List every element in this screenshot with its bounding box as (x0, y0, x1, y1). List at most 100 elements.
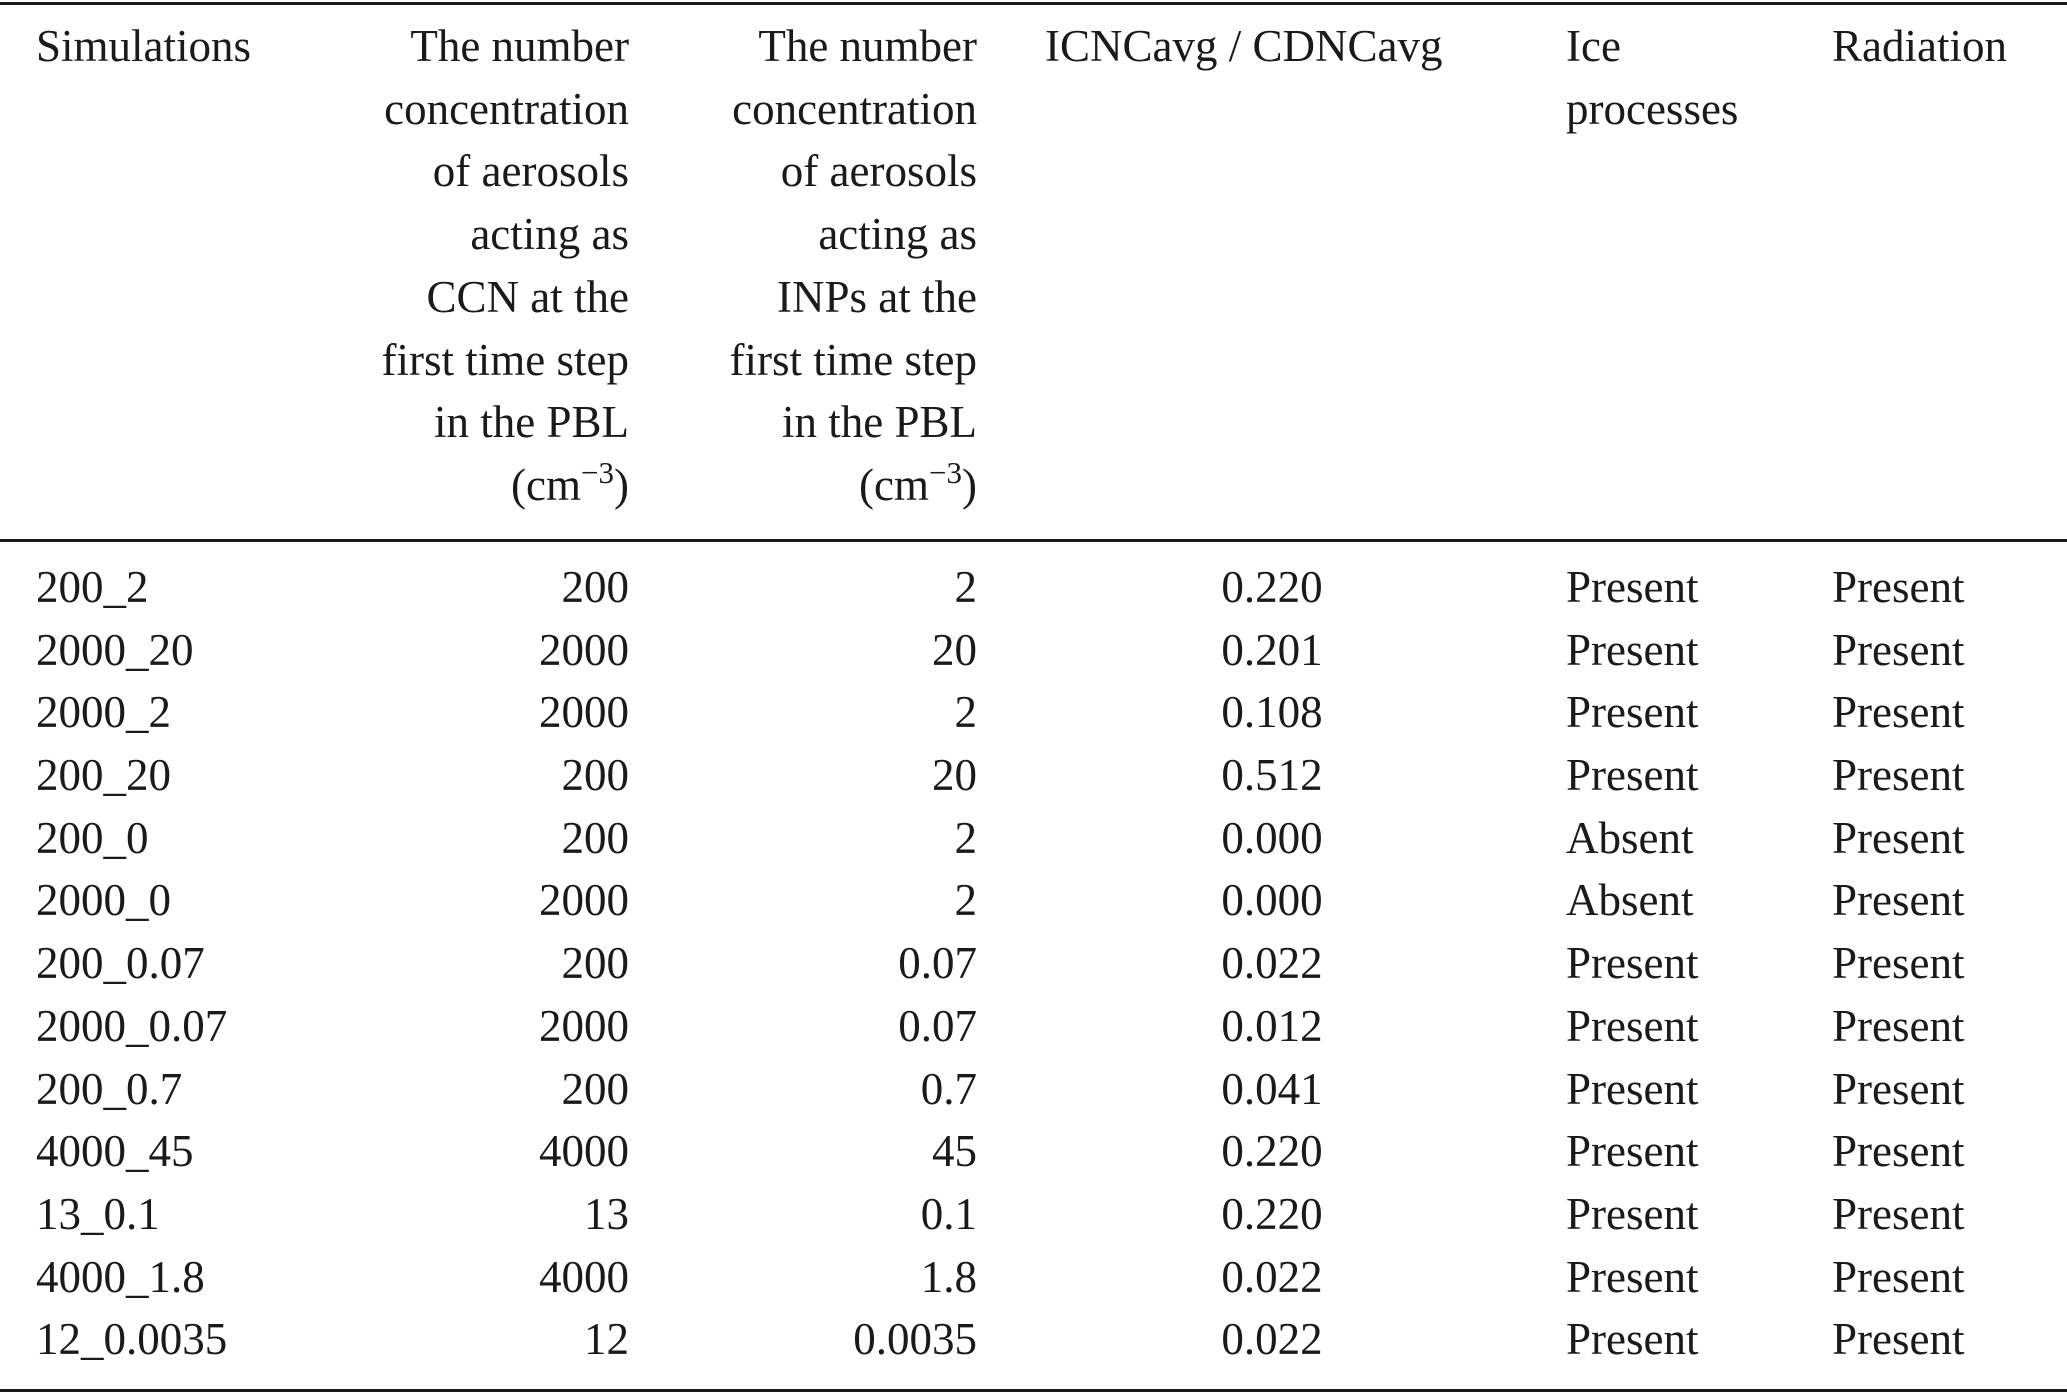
header-ccn-concentration: The number concentration of aerosols act… (300, 15, 629, 517)
column-ccn-concentration: 200 2000 2000 200 200 2000 200 2000 200 4000 13 400… (300, 556, 629, 1371)
table-cell-ccn-concentration: 200 (561, 938, 630, 989)
table-cell-simulations: 200_0.07 (36, 938, 205, 989)
unit-base: (cm (859, 459, 930, 510)
header-unit: (cm−3) (511, 457, 629, 510)
table-cell-icnc-cdnc-ratio: 0.201 (1221, 624, 1323, 675)
header-simulations: Simulations (36, 15, 366, 78)
table-cell-icnc-cdnc-ratio: 0.022 (1221, 1251, 1323, 1302)
table-cell-simulations: 200_2 (36, 562, 149, 612)
table-cell-simulations: 12_0.0035 (36, 1314, 228, 1365)
header-ice-processes: Ice processes (1566, 15, 1816, 140)
table-cell-icnc-cdnc-ratio: 0.108 (1221, 687, 1323, 738)
table-cell-ccn-concentration: 2000 (539, 1000, 629, 1051)
table-cell-radiation: Present (1832, 1000, 1965, 1051)
table-cell-simulations: 4000_1.8 (36, 1251, 205, 1302)
table-cell-inp-concentration: 0.7 (920, 1063, 977, 1114)
table-cell-inp-concentration: 2 (954, 562, 978, 612)
unit-close: ) (614, 459, 629, 510)
column-simulations: 200_2 2000_20 2000_2 200_20 200_0 2000_0 200_0… (36, 556, 366, 1371)
table-cell-radiation: Present (1832, 812, 1965, 863)
table-cell-radiation: Present (1832, 875, 1965, 926)
header-label: Simulations (36, 21, 252, 71)
unit-close: ) (962, 459, 977, 510)
table-cell-ice-processes: Present (1566, 562, 1699, 612)
unit-base: (cm (511, 459, 582, 510)
table-cell-ccn-concentration: 2000 (539, 624, 629, 675)
table-cell-ccn-concentration: 200 (561, 562, 630, 612)
table-cell-ice-processes: Absent (1566, 875, 1694, 926)
table-cell-ice-processes: Present (1566, 750, 1699, 801)
table-cell-inp-concentration: 2 (954, 875, 978, 926)
table-cell-simulations: 200_0 (36, 812, 149, 863)
table-cell-ccn-concentration: 4000 (539, 1251, 629, 1302)
table-cell-ice-processes: Present (1566, 687, 1699, 738)
unit-exponent: −3 (581, 454, 614, 490)
table-cell-icnc-cdnc-ratio: 0.022 (1221, 1314, 1323, 1365)
table-cell-inp-concentration: 45 (932, 1126, 977, 1177)
table-cell-radiation: Present (1832, 1188, 1965, 1239)
table-cell-radiation: Present (1832, 1063, 1965, 1114)
table-cell-icnc-cdnc-ratio: 0.512 (1221, 750, 1323, 801)
header-label: The number concentration of aerosols act… (729, 21, 977, 448)
table-cell-simulations: 2000_0 (36, 875, 171, 926)
table-cell-simulations: 200_0.7 (36, 1063, 183, 1114)
header-rule (0, 539, 2067, 542)
table-cell-inp-concentration: 0.1 (920, 1188, 977, 1239)
table-cell-radiation: Present (1832, 938, 1965, 989)
table-cell-icnc-cdnc-ratio: 0.220 (1221, 1126, 1323, 1177)
table-cell-ccn-concentration: 4000 (539, 1126, 629, 1177)
unit-exponent: −3 (929, 454, 962, 490)
table-cell-icnc-cdnc-ratio: 0.022 (1221, 938, 1323, 989)
table-cell-radiation: Present (1832, 750, 1965, 801)
table-cell-icnc-cdnc-ratio: 0.000 (1221, 875, 1323, 926)
table-cell-inp-concentration: 20 (932, 624, 977, 675)
table-cell-ccn-concentration: 13 (584, 1188, 629, 1239)
table-cell-radiation: Present (1832, 1126, 1965, 1177)
table-cell-inp-concentration: 2 (954, 687, 978, 738)
table-cell-simulations: 200_20 (36, 750, 171, 801)
header-icnc-cdnc-ratio: ICNCavg / CDNCavg (1045, 15, 1499, 78)
table-cell-radiation: Present (1832, 1314, 1965, 1365)
table-cell-ice-processes: Present (1566, 624, 1699, 675)
table-cell-ice-processes: Present (1566, 1251, 1699, 1302)
table-cell-inp-concentration: 1.8 (920, 1251, 977, 1302)
table-cell-icnc-cdnc-ratio: 0.012 (1221, 1000, 1323, 1051)
column-icnc-cdnc-ratio: 0.220 0.201 0.108 0.512 0.000 0.000 0.022 0.012… (1145, 556, 1399, 1371)
column-radiation: Present Present Present Present Present Prese… (1832, 556, 2067, 1371)
table-cell-icnc-cdnc-ratio: 0.220 (1221, 1188, 1323, 1239)
table-cell-ice-processes: Present (1566, 1063, 1699, 1114)
header-label: Radiation (1832, 21, 2007, 71)
header-label: Ice processes (1566, 21, 1739, 134)
header-radiation: Radiation (1832, 15, 2067, 78)
table-cell-simulations: 2000_2 (36, 687, 171, 738)
table-cell-simulations: 2000_20 (36, 624, 194, 675)
table-cell-ccn-concentration: 12 (584, 1314, 629, 1365)
top-rule (0, 2, 2067, 5)
header-label: ICNCavg / CDNCavg (1045, 21, 1443, 71)
table-cell-icnc-cdnc-ratio: 0.041 (1221, 1063, 1323, 1114)
column-ice-processes: Present Present Present Present Absent Absent… (1566, 556, 1816, 1371)
table-cell-inp-concentration: 0.07 (898, 938, 977, 989)
table-cell-simulations: 13_0.1 (36, 1188, 160, 1239)
table-cell-icnc-cdnc-ratio: 0.000 (1221, 812, 1323, 863)
table-cell-radiation: Present (1832, 1251, 1965, 1302)
table-cell-ice-processes: Present (1566, 938, 1699, 989)
table-cell-ice-processes: Present (1566, 1314, 1699, 1365)
table-cell-radiation: Present (1832, 687, 1965, 738)
table-cell-radiation: Present (1832, 624, 1965, 675)
header-label: The number concentration of aerosols act… (381, 21, 629, 448)
table-cell-icnc-cdnc-ratio: 0.220 (1221, 562, 1323, 612)
table-cell-ccn-concentration: 200 (561, 750, 630, 801)
table-cell-ice-processes: Absent (1566, 812, 1694, 863)
table-cell-ccn-concentration: 2000 (539, 687, 629, 738)
table-cell-ccn-concentration: 200 (561, 1063, 630, 1114)
header-inp-concentration: The number concentration of aerosols act… (650, 15, 977, 517)
table-cell-ccn-concentration: 2000 (539, 875, 629, 926)
table-cell-ccn-concentration: 200 (561, 812, 630, 863)
column-inp-concentration: 2 20 2 20 2 2 0.07 0.07 0.7 45 0.1 1.8 0.0035 (650, 556, 977, 1371)
table-cell-simulations: 4000_45 (36, 1126, 194, 1177)
table-cell-inp-concentration: 20 (932, 750, 977, 801)
table-cell-inp-concentration: 0.07 (898, 1000, 977, 1051)
table-cell-ice-processes: Present (1566, 1126, 1699, 1177)
header-unit: (cm−3) (859, 457, 977, 510)
